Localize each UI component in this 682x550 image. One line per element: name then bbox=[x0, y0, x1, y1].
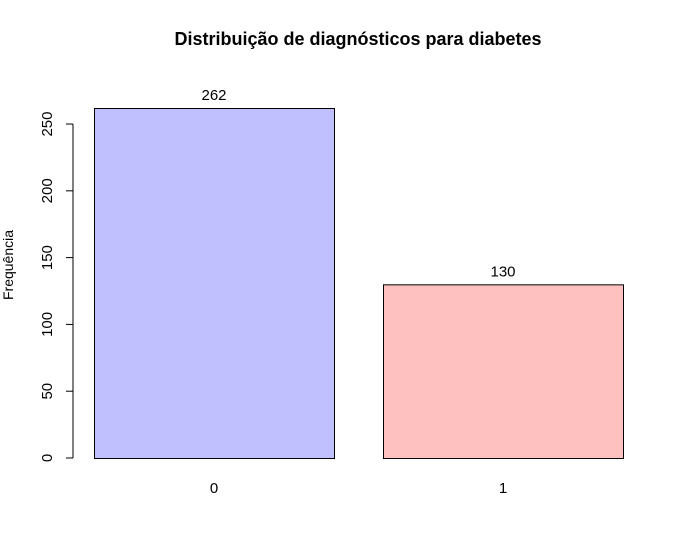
y-tick-label: 200 bbox=[39, 178, 56, 203]
x-tick-label: 1 bbox=[499, 480, 507, 497]
y-axis: 0 50 100 150 200 250 bbox=[39, 112, 74, 462]
value-labels: 262 130 bbox=[201, 87, 515, 280]
y-axis-label: Frequência bbox=[0, 230, 16, 300]
bar bbox=[94, 108, 335, 459]
chart-title: Distribuição de diagnósticos para diabet… bbox=[174, 29, 541, 49]
x-tick-label: 0 bbox=[210, 480, 218, 497]
y-tick-label: 100 bbox=[39, 312, 56, 337]
y-tick-label: 50 bbox=[39, 383, 56, 400]
value-label: 130 bbox=[490, 263, 515, 280]
y-tick-label: 250 bbox=[39, 112, 56, 137]
y-tick-label: 150 bbox=[39, 245, 56, 270]
y-tick-label: 0 bbox=[39, 454, 56, 462]
value-label: 262 bbox=[201, 87, 226, 104]
bars bbox=[94, 108, 624, 459]
bar bbox=[383, 284, 624, 459]
